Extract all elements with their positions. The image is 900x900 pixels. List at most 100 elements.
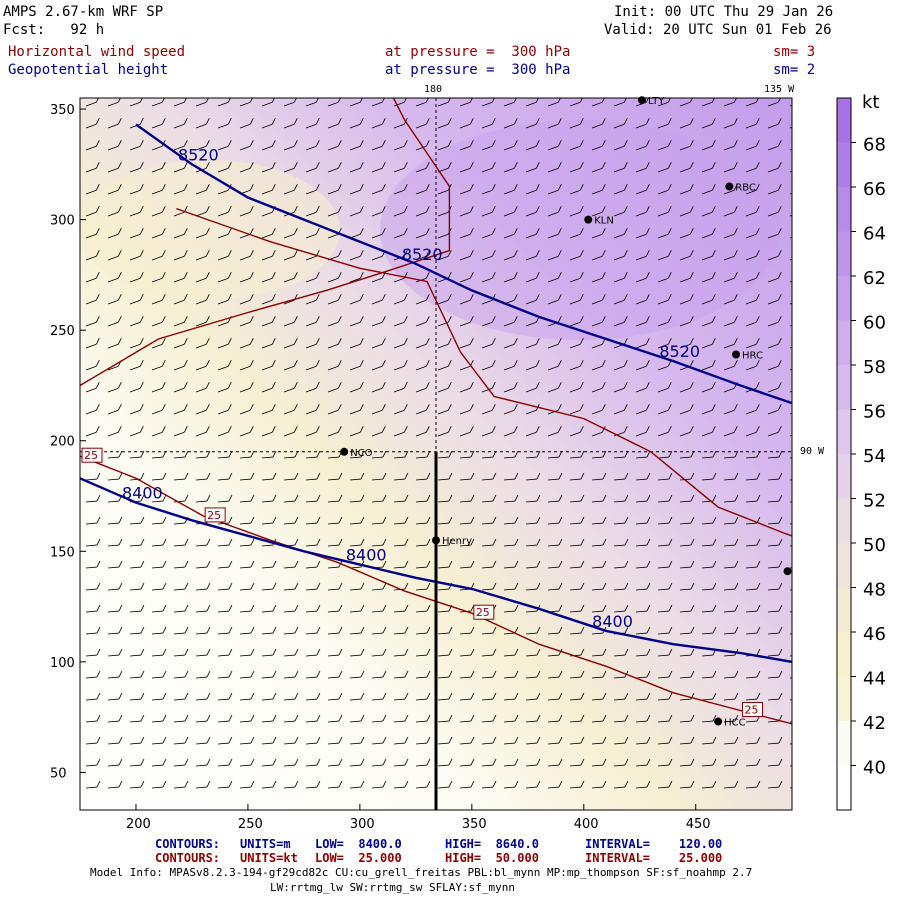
wind-barb-flag <box>139 98 143 103</box>
wind-barb-flag <box>800 162 803 168</box>
wind-barb-flag <box>601 272 606 279</box>
wind-barb-flag <box>712 472 717 480</box>
wind-barb-flag <box>360 472 365 480</box>
wind-barb-shaft <box>679 233 691 239</box>
wind-barb-shaft <box>459 500 471 503</box>
colorbar-segment <box>837 632 851 677</box>
wind-barb-shaft <box>547 676 559 679</box>
wind-barb-shaft <box>613 211 625 217</box>
wind-barb-flag <box>272 560 277 568</box>
wind-barb-shaft <box>481 654 493 657</box>
wind-barb-flag <box>667 206 672 213</box>
wind-barb-shaft <box>459 544 471 547</box>
wind-barb-shaft <box>261 167 273 173</box>
wind-barb-shaft <box>591 167 603 173</box>
wind-barb-shaft <box>745 365 757 371</box>
wind-barb-shaft <box>371 610 383 613</box>
wind-barb-flag <box>293 382 298 389</box>
wind-barb-flag <box>800 294 803 300</box>
wind-barb-shaft <box>767 277 779 283</box>
wind-barb-flag <box>140 450 145 458</box>
wind-barb-flag <box>645 360 650 367</box>
wind-barb-shaft <box>305 255 317 261</box>
wind-barb-flag <box>470 714 475 722</box>
wind-barb-flag <box>778 516 783 524</box>
wind-barb-shaft <box>723 255 735 261</box>
wind-barb-shaft <box>371 654 383 657</box>
wind-barb-shaft <box>745 786 757 789</box>
wind-barb-shaft <box>261 654 273 657</box>
wind-barb-shaft <box>569 123 581 129</box>
wind-barb-flag <box>425 360 430 367</box>
speed-label-text: 25 <box>476 606 490 619</box>
wind-barb-shaft <box>195 478 207 481</box>
wind-barb-flag <box>646 692 651 700</box>
wind-barb-flag <box>118 538 123 546</box>
wind-barb-shaft <box>745 321 757 327</box>
wind-barb-shaft <box>393 720 405 723</box>
wind-barb-flag <box>470 560 475 568</box>
wind-barb-flag <box>536 648 541 656</box>
wind-barb-shaft <box>723 720 735 723</box>
wind-barb-flag <box>118 692 123 700</box>
wind-barb-shaft <box>415 588 427 591</box>
wind-barb-flag <box>294 780 299 788</box>
wind-barb-flag <box>801 737 804 743</box>
wind-barb-shaft <box>283 456 295 459</box>
wind-barb-shaft <box>503 522 515 525</box>
wind-barb-shaft <box>569 145 581 151</box>
wind-barb-flag <box>96 736 101 744</box>
wind-barb-flag <box>359 404 364 411</box>
wind-barb-shaft <box>657 343 669 349</box>
wind-barb-flag <box>800 96 803 102</box>
wind-barb-shaft <box>305 211 317 217</box>
wind-barb-flag <box>294 516 299 524</box>
wind-barb-flag <box>712 516 717 524</box>
wind-barb-flag <box>778 472 783 480</box>
wind-barb-flag <box>712 582 717 590</box>
wind-barb-flag <box>117 140 122 147</box>
wind-barb-shaft <box>591 786 603 789</box>
wind-barb-shaft <box>481 409 493 415</box>
wind-barb-flag <box>580 472 585 480</box>
wind-barb-flag <box>205 250 210 257</box>
colorbar-segment <box>837 187 851 232</box>
wind-barb-flag <box>668 494 673 502</box>
wind-barb-shaft <box>679 255 691 261</box>
wind-barb-shaft <box>305 277 317 283</box>
wind-barb-flag <box>316 626 321 634</box>
wind-barb-flag <box>801 495 804 501</box>
wind-barb-shaft <box>613 233 625 239</box>
wind-barb-shaft <box>173 698 185 701</box>
wind-barb-flag <box>558 560 563 568</box>
wind-barb-flag <box>206 714 211 722</box>
wind-barb-flag <box>140 582 145 590</box>
wind-barb-flag <box>777 382 782 389</box>
wind-barb-flag <box>447 316 452 323</box>
wind-barb-shaft <box>393 544 405 547</box>
wind-barb-shaft <box>129 167 141 173</box>
wind-barb-shaft <box>415 387 427 393</box>
wind-barb-shaft <box>569 431 581 437</box>
wind-barb-flag <box>579 294 584 301</box>
wind-barb-flag <box>426 780 431 788</box>
wind-barb-shaft <box>767 588 779 591</box>
wind-barb-shaft <box>415 211 427 217</box>
wind-barb-shaft <box>261 588 273 591</box>
wind-barb-shaft <box>701 786 713 789</box>
wind-barb-shaft <box>107 786 119 789</box>
wind-barb-flag <box>602 736 607 744</box>
wind-barb-shaft <box>327 343 339 349</box>
wind-barb-shaft <box>85 676 97 679</box>
wind-barb-flag <box>667 250 672 257</box>
wind-barb-shaft <box>503 343 515 349</box>
wind-barb-shaft <box>547 277 559 283</box>
wind-barb-flag <box>623 338 628 345</box>
wind-barb-flag <box>249 294 254 301</box>
wind-barb-flag <box>272 692 277 700</box>
wind-barb-flag <box>667 118 672 125</box>
wind-barb-flag <box>624 714 629 722</box>
wind-barb-flag <box>426 560 431 568</box>
wind-barb-flag <box>425 206 430 213</box>
wind-barb-shaft <box>503 720 515 723</box>
